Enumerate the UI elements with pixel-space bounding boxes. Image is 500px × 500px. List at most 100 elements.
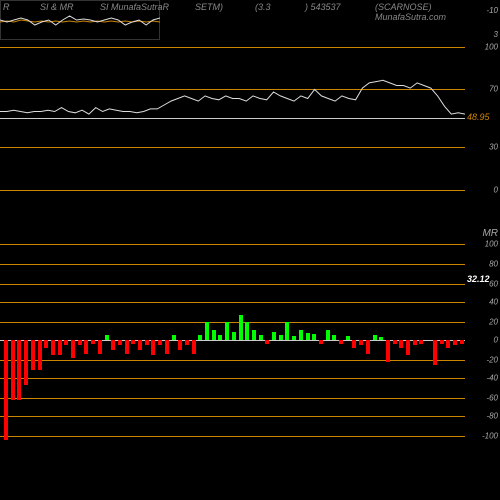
mr-bar: [319, 340, 323, 344]
mr-bar: [84, 340, 88, 354]
mr-bar: [352, 340, 356, 348]
gridline: [0, 264, 465, 265]
mr-bar: [239, 315, 243, 340]
mr-bar: [306, 333, 310, 340]
mr-bar: [138, 340, 142, 350]
header-text: (SCARNOSE) MunafaSutra.com: [375, 2, 500, 22]
mr-bar: [433, 340, 437, 365]
mr-bar: [38, 340, 42, 370]
y-axis-label: -100: [482, 432, 498, 441]
gridline: [0, 436, 465, 437]
mr-bar: [212, 330, 216, 340]
mr-bar: [17, 340, 21, 400]
bottom-mini-panel: -103: [0, 0, 160, 40]
mr-bar: [446, 340, 450, 348]
mini-chart: [0, 0, 160, 40]
y-axis-label: 0: [494, 336, 498, 345]
mr-bar: [51, 340, 55, 355]
mr-bar: [78, 340, 82, 345]
mr-bar: [218, 335, 222, 340]
header-text: SETM): [195, 2, 223, 12]
si-current-value: 48.95: [467, 112, 490, 122]
mr-bar: [105, 335, 109, 340]
y-axis-label: 30: [489, 142, 498, 151]
mr-bar: [259, 335, 263, 340]
mr-bar: [98, 340, 102, 354]
mr-bar: [406, 340, 410, 355]
mr-bar: [205, 322, 209, 340]
y-axis-label: 100: [485, 42, 498, 51]
mr-bar: [24, 340, 28, 385]
mr-bar: [91, 340, 95, 344]
y-axis-label: 20: [489, 318, 498, 327]
header-text: ) 543537: [305, 2, 341, 12]
mr-bar: [58, 340, 62, 355]
y-axis-label: 60: [489, 280, 498, 289]
y-axis-label: 40: [489, 298, 498, 307]
mr-bar: [118, 340, 122, 345]
gridline: [0, 302, 465, 303]
mr-bar: [279, 335, 283, 340]
mr-bar: [460, 340, 464, 344]
mr-bar: [366, 340, 370, 354]
y-axis-label: -80: [486, 412, 498, 421]
mr-bar: [379, 337, 383, 340]
si-line-chart: [0, 40, 465, 196]
mr-bar: [453, 340, 457, 345]
mr-bar: [178, 340, 182, 350]
y-axis-label: -40: [486, 374, 498, 383]
mr-bar: [413, 340, 417, 345]
mr-bar: [399, 340, 403, 348]
mr-bar: [346, 336, 350, 340]
mr-bar: [272, 332, 276, 340]
mr-bar: [312, 334, 316, 340]
mini-panel-label: 3: [494, 30, 498, 39]
mr-bar: [31, 340, 35, 370]
mr-bar: [185, 340, 189, 345]
mr-current-value: 32.12: [467, 274, 490, 284]
y-axis-label: 80: [489, 260, 498, 269]
mr-panel-title: MR: [482, 228, 498, 239]
mr-bar: [265, 340, 269, 344]
mr-bar: [232, 332, 236, 340]
mini-panel-label: -10: [486, 6, 498, 15]
mr-bar: [11, 340, 15, 400]
mr-bar: [125, 340, 129, 354]
y-axis-label: 70: [489, 85, 498, 94]
mr-bar: [299, 330, 303, 340]
mr-bar: [198, 335, 202, 340]
mr-bar: [44, 340, 48, 348]
mr-bar: [386, 340, 390, 362]
mr-bar: [245, 322, 249, 340]
mr-bar: [111, 340, 115, 350]
mr-bar: [326, 330, 330, 340]
gridline: [0, 378, 465, 379]
mr-bar: [4, 340, 8, 440]
mr-bar: [151, 340, 155, 355]
y-axis-label: -60: [486, 394, 498, 403]
mr-bar: [64, 340, 68, 345]
gridline: [0, 398, 465, 399]
mr-bar: [192, 340, 196, 354]
mr-bar: [373, 335, 377, 340]
mr-bar: [393, 340, 397, 344]
gridline: [0, 416, 465, 417]
mr-bar: [252, 330, 256, 340]
gridline: [0, 284, 465, 285]
mr-bar: [440, 340, 444, 344]
y-axis-label: 100: [485, 240, 498, 249]
mr-bar: [165, 340, 169, 354]
gridline: [0, 244, 465, 245]
mr-bar: [332, 335, 336, 340]
header-text: (3.3: [255, 2, 271, 12]
mr-bar: [172, 335, 176, 340]
mr-bar: [131, 340, 135, 344]
mr-bar: [285, 322, 289, 340]
gridline: [0, 360, 465, 361]
mr-bar: [225, 322, 229, 340]
mr-bar: [359, 340, 363, 345]
mr-bar: [145, 340, 149, 345]
mr-bar: [419, 340, 423, 344]
gridline: [0, 322, 465, 323]
y-axis-label: -20: [486, 356, 498, 365]
